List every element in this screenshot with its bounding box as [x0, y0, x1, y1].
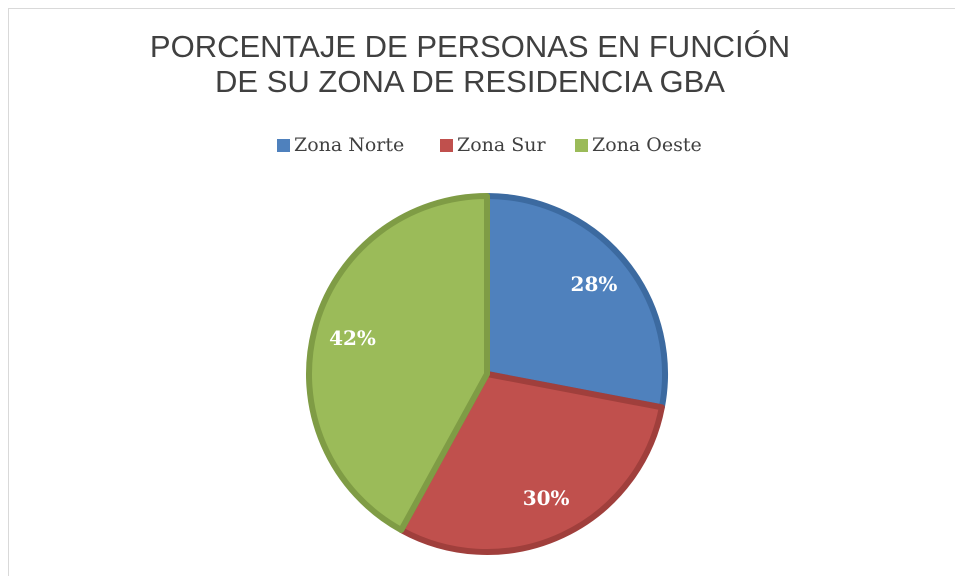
legend-swatch — [440, 139, 453, 152]
pie-slice — [484, 193, 668, 411]
data-label: 30% — [523, 486, 570, 510]
legend-swatch — [277, 139, 290, 152]
legend-swatch — [575, 139, 588, 152]
legend-label: Zona Sur — [457, 134, 546, 156]
pie-slice — [398, 371, 665, 555]
legend-label: Zona Norte — [294, 134, 404, 156]
pie-slice — [306, 193, 490, 533]
chart-title: PORCENTAJE DE PERSONAS EN FUNCIÓN — [150, 29, 790, 64]
legend-label: Zona Oeste — [592, 134, 702, 156]
data-label: 28% — [571, 272, 618, 296]
chart-title: DE SU ZONA DE RESIDENCIA GBA — [215, 64, 725, 99]
data-label: 42% — [329, 326, 376, 350]
